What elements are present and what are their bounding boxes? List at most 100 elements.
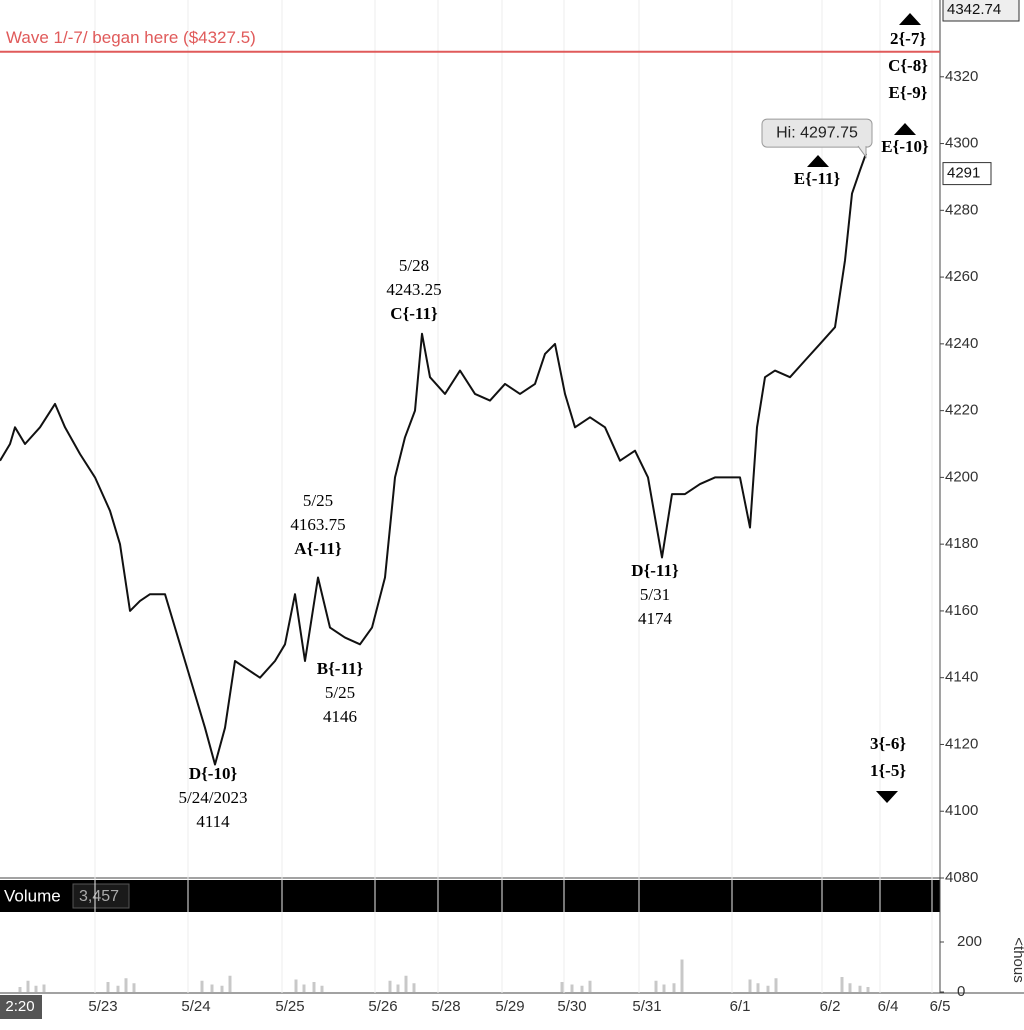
high-label: Hi: 4297.75	[776, 124, 858, 141]
volume-bar	[124, 978, 128, 992]
y-tick-label: 4200	[945, 468, 978, 485]
wave-marker	[876, 791, 898, 803]
annotation: C{-11}	[390, 304, 438, 323]
volume-bar	[766, 985, 770, 992]
y-tick-label: 4160	[945, 602, 978, 619]
volume-bar	[560, 982, 564, 992]
volume-bar	[580, 985, 584, 992]
high-callout	[761, 118, 873, 148]
y-tick-label: 4100	[945, 802, 978, 819]
volume-bar	[756, 983, 760, 992]
annotation: 5/31	[640, 585, 670, 604]
volume-bar	[858, 985, 862, 992]
volume-bar	[396, 984, 400, 992]
x-tick-label: 5/28	[431, 998, 460, 1015]
price-tag-label: 4291	[947, 165, 980, 182]
volume-bar	[388, 980, 392, 992]
volume-bar	[34, 985, 38, 992]
x-tick-label: 5/26	[368, 998, 397, 1015]
x-tick-label: 5/25	[275, 998, 304, 1015]
x-tick-label: 5/31	[632, 998, 661, 1015]
volume-bar	[220, 985, 224, 992]
volume-bar	[680, 959, 684, 992]
y-tick-label: 4180	[945, 535, 978, 552]
volume-bar	[404, 975, 408, 992]
wave-marker	[807, 155, 829, 167]
x-tick-label: 5/30	[557, 998, 586, 1015]
y-tick-label: 4300	[945, 135, 978, 152]
x-tick-label: 5/24	[181, 998, 210, 1015]
annotation: D{-10}	[189, 764, 238, 783]
volume-bar	[18, 987, 22, 992]
price-line	[0, 153, 867, 766]
annotation: 5/28	[399, 256, 429, 275]
high-pointer	[857, 145, 867, 159]
reference-label: Wave 1/-7/ began here ($4327.5)	[6, 28, 256, 47]
y-tick-label: 4220	[945, 402, 978, 419]
volume-bar	[42, 984, 46, 992]
x-tick-label: 6/1	[730, 998, 751, 1015]
x-tick-label: 5/23	[88, 998, 117, 1015]
y-tick-label: 4080	[945, 869, 978, 886]
x-tick-label: 5/29	[495, 998, 524, 1015]
volume-bar	[200, 980, 204, 992]
volume-bar	[570, 984, 574, 992]
volume-bar	[228, 975, 232, 992]
volume-bar	[210, 984, 214, 992]
annotation: 5/24/2023	[179, 788, 248, 807]
volume-bar	[774, 978, 778, 992]
volume-unit: <thous	[1010, 937, 1024, 982]
y-tick-label: 4140	[945, 669, 978, 686]
annotation: E{-11}	[794, 169, 841, 188]
y-tick-label: 4240	[945, 335, 978, 352]
x-tick-label: 6/2	[820, 998, 841, 1015]
volume-bar	[840, 977, 844, 992]
annotation: 3{-6}	[870, 734, 906, 753]
wave-marker	[894, 123, 916, 135]
annotation: 4146	[323, 707, 357, 726]
volume-bar	[116, 985, 120, 992]
x-tick-label: 6/4	[878, 998, 899, 1015]
annotation: 4243.25	[386, 280, 441, 299]
volume-bar	[302, 984, 306, 992]
annotation: 5/25	[303, 491, 333, 510]
x-tick-label: 6/5	[930, 998, 951, 1015]
x-tick-label: 2:20	[5, 998, 34, 1015]
annotation: 2{-7}	[890, 29, 926, 48]
annotation: 1{-5}	[870, 761, 906, 780]
price-tag-label: 4342.74	[947, 1, 1001, 18]
volume-bar	[312, 982, 316, 992]
y-tick-label: 4320	[945, 68, 978, 85]
y-tick-label: 4280	[945, 201, 978, 218]
volume-bar	[106, 982, 110, 992]
volume-bar	[672, 983, 676, 992]
annotation: A{-11}	[294, 539, 342, 558]
volume-bar	[848, 983, 852, 992]
volume-bar	[132, 983, 136, 992]
volume-bar	[662, 984, 666, 992]
y-tick-label: 4120	[945, 735, 978, 752]
volume-header	[0, 880, 940, 912]
volume-bar	[26, 980, 30, 992]
price-tag	[942, 0, 1020, 22]
y-tick-label: 4260	[945, 268, 978, 285]
annotation: 4114	[196, 812, 230, 831]
volume-bar	[866, 987, 870, 992]
y-tick-label: 0	[957, 983, 965, 1000]
volume-last: 3,457	[79, 888, 119, 905]
volume-bar	[748, 979, 752, 992]
volume-bar	[654, 980, 658, 992]
volume-bar	[588, 980, 592, 992]
volume-bar	[412, 983, 416, 992]
volume-bar	[320, 985, 324, 992]
time-box	[0, 995, 42, 1019]
wave-marker	[899, 13, 921, 25]
annotation: E{-10}	[881, 137, 929, 156]
volume-title: Volume	[4, 886, 61, 905]
annotation: 5/25	[325, 683, 355, 702]
y-tick-label: 200	[957, 933, 982, 950]
volume-box	[72, 883, 130, 909]
